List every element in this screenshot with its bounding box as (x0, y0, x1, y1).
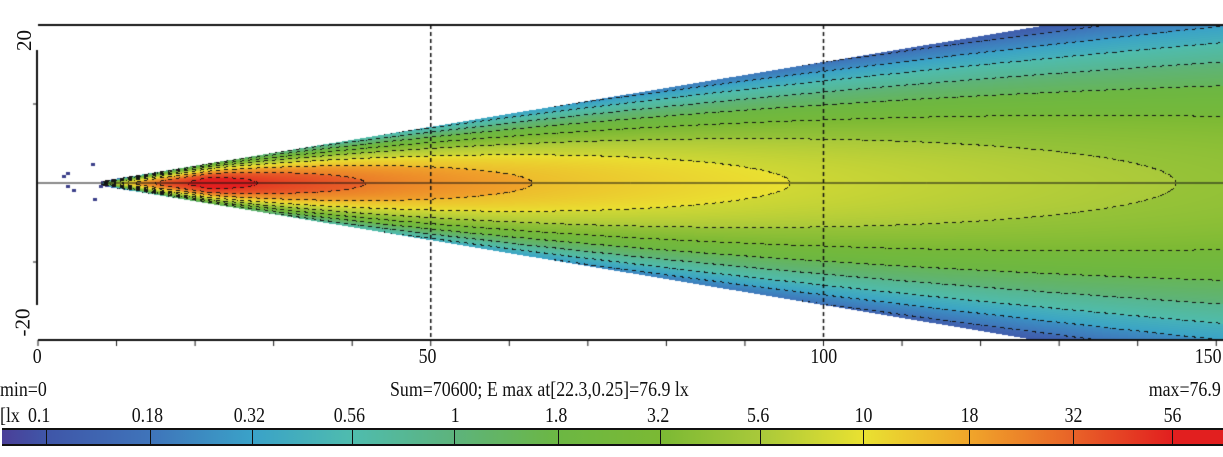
colorbar-segment (353, 430, 455, 444)
colorbar-segment (2, 430, 47, 444)
min-label: min=0 (0, 377, 47, 401)
colorbar-segment (47, 430, 151, 444)
colorbar-level-label: 56 (1163, 403, 1182, 427)
colorbar-level-label: 0.18 (131, 403, 163, 427)
x-tick-label-0: 0 (32, 344, 42, 368)
colorbar-level-label: 5.6 (746, 403, 769, 427)
colorbar-segment (970, 430, 1074, 444)
x-tick-label-150: 150 (1194, 344, 1221, 368)
colorbar-segment (864, 430, 970, 444)
summary-label: Sum=70600; E max at[22.3,0.25]=76.9 lx (390, 377, 689, 401)
colorbar-segment (1074, 430, 1173, 444)
colorbar-segment (253, 430, 353, 444)
colorbar (2, 428, 1223, 446)
colorbar-level-label: 10 (854, 403, 873, 427)
colorbar-level-label: 0.32 (233, 403, 265, 427)
colorbar-level-label: 3.2 (646, 403, 669, 427)
colorbar-level-label: 0.1 (28, 403, 51, 427)
colorbar-level-label: 1 (450, 403, 460, 427)
y-tick-label-top: 20 (12, 30, 36, 51)
x-tick-label-50: 50 (418, 344, 437, 368)
y-tick-label-bottom: -20 (10, 308, 35, 337)
max-label: max=76.9 (1148, 377, 1221, 401)
colorbar-level-label: 18 (960, 403, 979, 427)
colorbar-segment (761, 430, 864, 444)
colorbar-level-label: 32 (1064, 403, 1083, 427)
colorbar-segment (455, 430, 559, 444)
x-tick-label-100: 100 (810, 344, 838, 368)
colorbar-level-label: 0.56 (333, 403, 365, 427)
colorbar-segment (559, 430, 661, 444)
colorbar-segment (1173, 430, 1223, 444)
illuminance-heatmap (0, 0, 1223, 350)
unit-label: [lx (0, 403, 20, 427)
colorbar-segment (151, 430, 253, 444)
colorbar-level-label: 1.8 (544, 403, 567, 427)
colorbar-segment (661, 430, 761, 444)
